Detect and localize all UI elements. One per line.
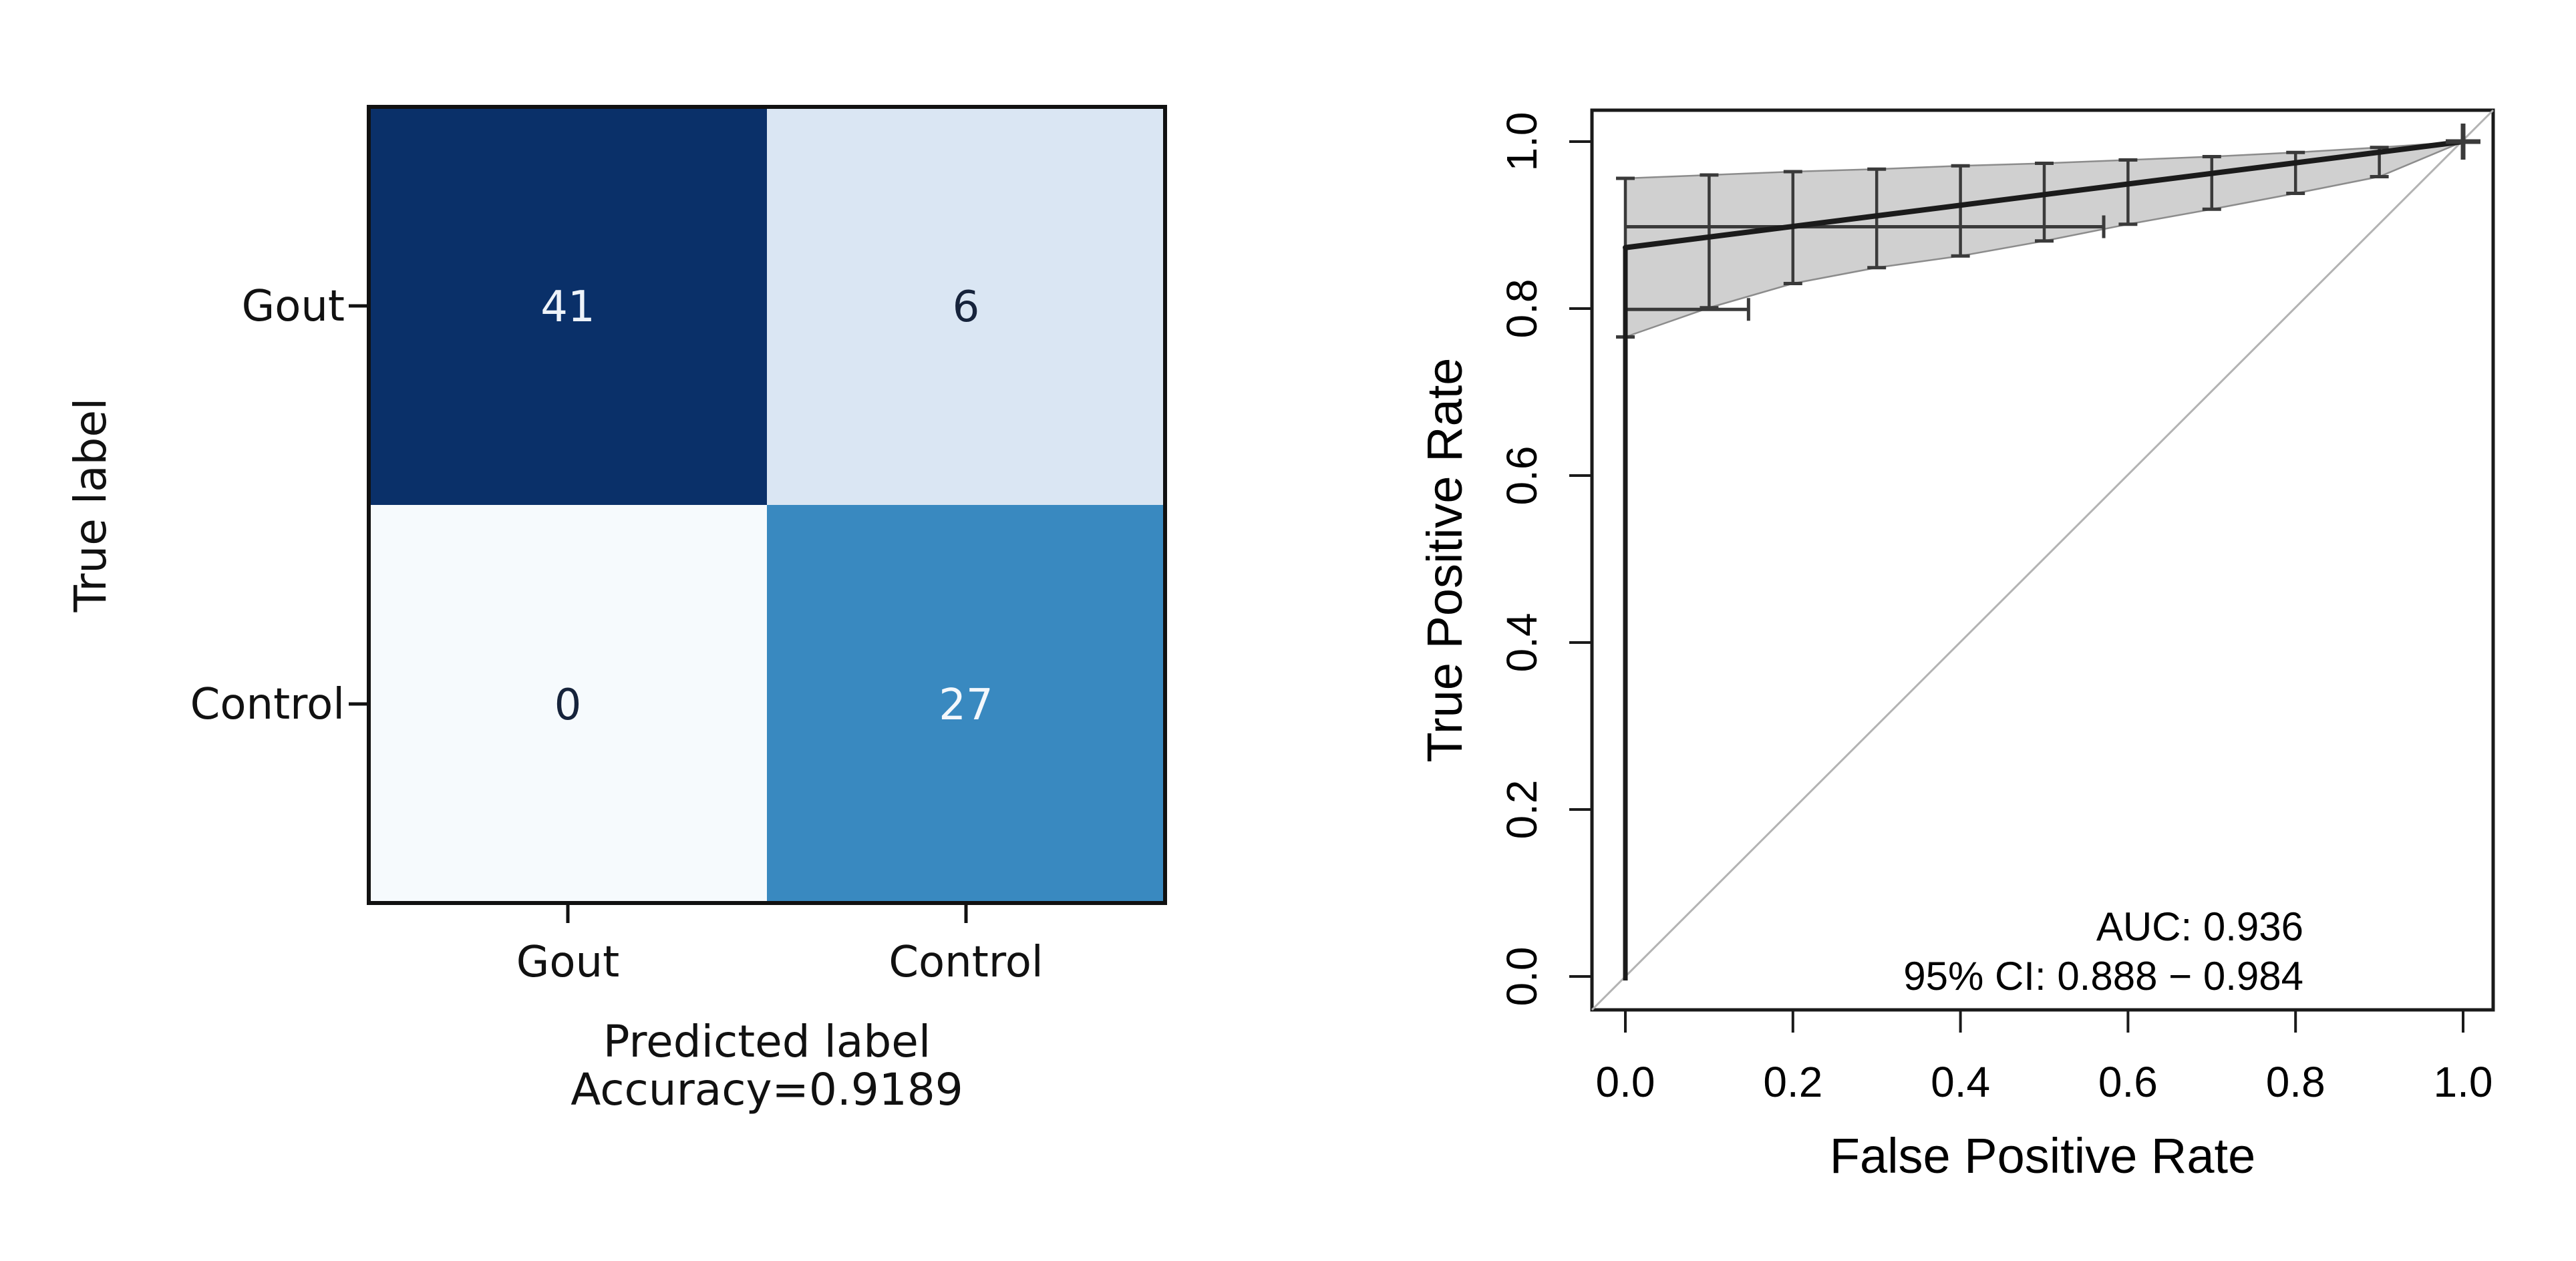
roc-x-tick-label: 0.2 xyxy=(1763,1058,1822,1106)
roc-x-tick-label: 0.4 xyxy=(1931,1058,1990,1106)
roc-x-tick-label: 0.6 xyxy=(2098,1058,2158,1106)
x-axis-title: Predicted label xyxy=(603,1016,931,1067)
matrix-border xyxy=(367,105,1167,905)
matrix-cell-value: 0 xyxy=(554,681,582,730)
matrix-cell-gout-gout xyxy=(369,107,767,505)
x-tick-label: Gout xyxy=(516,938,619,987)
roc-x-axis-title: False Positive Rate xyxy=(1830,1128,2256,1184)
roc-x-tick-label: 1.0 xyxy=(2434,1058,2493,1106)
roc-y-tick-label: 0.8 xyxy=(1498,279,1546,339)
roc-y-tick-label: 0.6 xyxy=(1498,446,1546,506)
confusion-matrix-panel: 41 6 0 27 Gout Control Gout Control Predicted la… xyxy=(65,105,1167,1115)
y-axis-title: True label xyxy=(65,398,116,613)
matrix-cell-value: 41 xyxy=(540,283,595,332)
auc-annotation: AUC: 0.936 xyxy=(2096,904,2303,949)
matrix-cell-gout-control xyxy=(767,107,1165,505)
roc-plot-panel: 0.0 0.2 0.4 0.6 0.8 1.0 0.0 0.2 0.4 0.6 0.8 1.0 Fals… xyxy=(1417,108,2495,1184)
roc-y-axis-title: True Positive Rate xyxy=(1417,358,1472,763)
x-tick-label: Control xyxy=(889,938,1043,987)
matrix-cell-control-gout xyxy=(369,505,767,903)
matrix-cell-value: 27 xyxy=(939,681,993,730)
y-tick-label: Control xyxy=(190,680,345,729)
matrix-cell-control-control xyxy=(767,505,1165,903)
roc-y-tick-label: 0.4 xyxy=(1498,613,1546,673)
y-tick-label: Gout xyxy=(242,282,345,331)
roc-y-tick-label: 0.0 xyxy=(1498,947,1546,1007)
roc-x-tick-label: 0.0 xyxy=(1596,1058,1655,1106)
roc-main-line xyxy=(1623,139,2466,250)
roc-x-tick-label: 0.8 xyxy=(2266,1058,2325,1106)
chance-diagonal-line xyxy=(1591,109,2494,1011)
matrix-cell-value: 6 xyxy=(953,283,980,332)
roc-y-tick-label: 0.2 xyxy=(1498,780,1546,840)
accuracy-caption: Accuracy=0.9189 xyxy=(571,1064,963,1115)
auc-ci-annotation: 95% CI: 0.888 − 0.984 xyxy=(1903,954,2303,999)
roc-y-tick-label: 1.0 xyxy=(1498,112,1546,172)
